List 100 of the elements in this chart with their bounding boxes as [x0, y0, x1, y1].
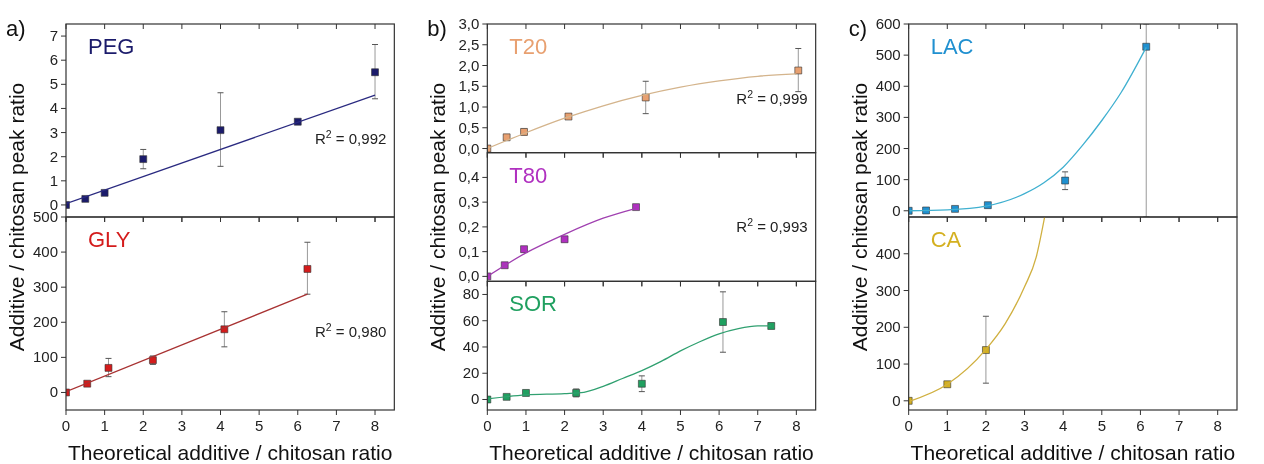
y-tick-label: 1	[49, 171, 58, 189]
y-tick-label: 3,0	[458, 15, 480, 32]
y-tick-label: 0	[892, 201, 901, 219]
y-tick-label: 1,0	[458, 98, 480, 116]
x-axis-title: Theoretical additive / chitosan ratio	[67, 441, 393, 464]
x-tick-label: 0	[61, 417, 71, 434]
legend-label: PEG	[88, 34, 135, 59]
y-tick-label: 3	[49, 123, 58, 141]
legend-label: T20	[509, 34, 548, 59]
y-tick-label: 100	[875, 170, 901, 188]
y-axis-title: Additive / chitosan peak ratio	[5, 82, 28, 352]
y-tick-label: 400	[875, 244, 901, 262]
x-axis-title: Theoretical additive / chitosan ratio	[489, 441, 814, 464]
x-tick-label: 7	[753, 417, 762, 434]
legend-label: CA	[930, 227, 962, 252]
x-tick-label: 6	[714, 417, 724, 434]
y-tick-label: 5	[49, 75, 58, 93]
chart-title: c)	[848, 16, 867, 41]
y-tick-label: 7	[49, 27, 58, 45]
y-tick-label: 2,5	[458, 35, 480, 53]
y-tick-label: 200	[875, 139, 901, 157]
y-tick-label: 2,0	[458, 56, 480, 74]
point	[719, 318, 727, 326]
chart-title: a)	[6, 16, 26, 41]
annotation: R$^{2}$ = 0,992	[315, 127, 387, 147]
x-tick-label: 6	[1136, 417, 1145, 434]
point	[104, 364, 113, 372]
x-tick-label: 1	[943, 417, 952, 434]
x-tick-label: 3	[599, 417, 608, 434]
legend-label: GLY	[88, 227, 131, 252]
y-tick-label: 400	[875, 77, 901, 95]
point	[1061, 176, 1069, 185]
legend-label: SOR	[509, 291, 558, 317]
point	[794, 66, 803, 75]
y-tick-label: 200	[875, 318, 901, 336]
y-tick-label: 40	[462, 337, 480, 355]
y-tick-label: 60	[462, 311, 480, 329]
y-tick-label: 300	[875, 108, 901, 126]
y-tick-label: 200	[32, 313, 58, 331]
y-tick-label: 600	[875, 15, 901, 32]
y-tick-label: 300	[32, 278, 58, 296]
chart-title: b)	[427, 16, 447, 41]
x-tick-label: 8	[1213, 417, 1222, 434]
x-tick-label: 2	[139, 417, 148, 434]
y-tick-label: 500	[875, 46, 901, 64]
x-tick-label: 0	[904, 417, 913, 434]
point	[632, 203, 640, 211]
y-tick-label: 0	[470, 390, 480, 408]
x-axis-title: Theoretical additive / chitosan ratio	[910, 441, 1236, 464]
x-tick-label: 1	[521, 417, 531, 434]
y-tick-label: 20	[462, 364, 480, 382]
line-series	[908, 217, 1046, 403]
x-tick-label: 7	[332, 417, 341, 434]
y-tick-label: 100	[875, 355, 901, 373]
y-tick-label: 300	[875, 281, 901, 299]
y-tick-label: 0,5	[458, 118, 480, 136]
x-tick-label: 4	[216, 417, 225, 434]
legend-label: T80	[509, 162, 548, 188]
annotation: R$^{2}$ = 0,993	[736, 216, 808, 236]
x-tick-label: 7	[1174, 417, 1184, 434]
point	[638, 379, 646, 388]
y-axis-title: Additive / chitosan peak ratio	[426, 82, 450, 352]
y-tick-label: 4	[49, 99, 58, 117]
y-tick-label: 400	[32, 243, 58, 261]
x-tick-label: 3	[177, 417, 187, 434]
x-tick-label: 3	[1020, 417, 1029, 434]
y-tick-label: 0	[49, 383, 58, 401]
point	[371, 68, 379, 77]
x-tick-label: 8	[792, 417, 801, 434]
point	[303, 265, 312, 273]
y-tick-label: 0,0	[458, 267, 480, 285]
y-tick-label: 2	[49, 147, 58, 165]
y-tick-label: 1,5	[458, 77, 480, 95]
annotation: R$^{2}$ = 0,999	[736, 87, 808, 107]
x-tick-label: 4	[1059, 417, 1068, 434]
y-tick-label: 0,4	[458, 168, 480, 186]
legend-label: LAC	[930, 34, 974, 59]
x-tick-label: 8	[370, 417, 380, 434]
annotation: R$^{2}$ = 0,980	[315, 320, 387, 340]
y-tick-label: 0,3	[458, 193, 480, 211]
x-tick-label: 2	[981, 417, 991, 434]
y-tick-label: 80	[462, 285, 480, 303]
x-tick-label: 5	[1097, 417, 1106, 434]
x-tick-label: 6	[293, 417, 302, 434]
y-tick-label: 0	[49, 195, 58, 213]
y-tick-label: 100	[32, 348, 58, 366]
x-tick-label: 1	[100, 417, 109, 434]
y-tick-label: 0,2	[458, 217, 480, 235]
y-axis-title: Additive / chitosan peak ratio	[847, 82, 871, 352]
y-tick-label: 0,0	[458, 139, 480, 157]
y-tick-label: 6	[49, 51, 58, 69]
point	[216, 126, 225, 134]
x-tick-label: 4	[637, 417, 647, 434]
x-tick-label: 0	[483, 417, 492, 434]
point	[560, 235, 569, 244]
point	[139, 155, 148, 163]
x-tick-label: 5	[254, 417, 264, 434]
y-tick-label: 0,1	[458, 242, 480, 260]
x-tick-label: 5	[676, 417, 685, 434]
x-tick-label: 2	[560, 417, 569, 434]
